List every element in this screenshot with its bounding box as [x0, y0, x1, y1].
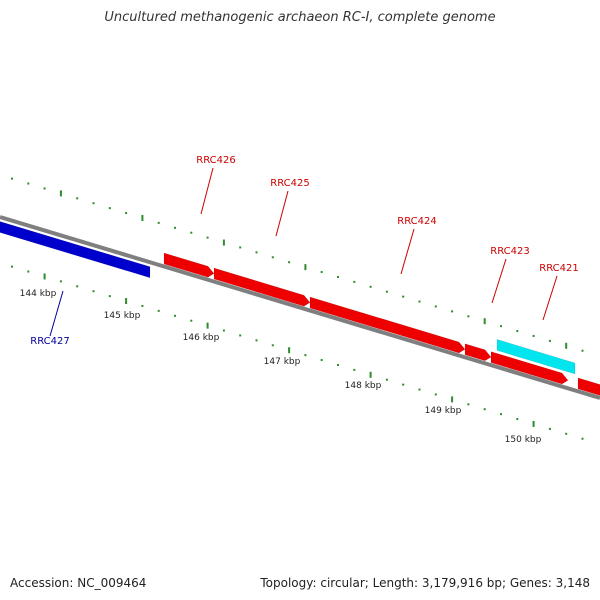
- leader-line: [49, 290, 64, 337]
- gene-features: [0, 221, 600, 396]
- gene-labels: RRC427 RRC426 RRC425 RRC424 RRC423 RRC421: [30, 155, 578, 347]
- accession-text: Accession: NC_009464: [10, 576, 147, 590]
- scale-label: 144 kbp: [20, 289, 57, 299]
- gene-label: RRC427: [30, 336, 69, 347]
- leader-line: [542, 275, 558, 321]
- leader-line: [275, 190, 289, 237]
- scale-label: 148 kbp: [345, 381, 382, 391]
- map-title: Uncultured methanogenic archaeon RC-I, c…: [104, 10, 496, 25]
- gene-feature: [0, 221, 151, 279]
- gene-feature: [490, 351, 569, 385]
- scale-label: 149 kbp: [425, 406, 462, 416]
- leader-line: [400, 228, 415, 275]
- gene-feature: [163, 252, 215, 278]
- scale-label: 146 kbp: [183, 333, 220, 343]
- scale-label: 150 kbp: [505, 435, 542, 445]
- label-leader-lines: [49, 167, 558, 337]
- gene-label: RRC426: [196, 155, 235, 166]
- gene-feature: [464, 343, 492, 362]
- scale-label: 145 kbp: [104, 311, 141, 321]
- gene-feature: [496, 339, 576, 375]
- leader-line: [491, 258, 507, 304]
- upper-tick-track: [11, 177, 584, 352]
- scale-label: 147 kbp: [264, 357, 301, 367]
- gene-label: RRC425: [270, 178, 309, 189]
- genome-stats-text: Topology: circular; Length: 3,179,916 bp…: [260, 576, 590, 590]
- gene-label: RRC421: [539, 263, 578, 274]
- genome-backbone: [0, 215, 600, 400]
- gene-label: RRC424: [397, 216, 436, 227]
- gene-feature: [309, 296, 466, 354]
- gene-feature: [577, 377, 600, 396]
- gene-label: RRC423: [490, 246, 529, 257]
- leader-line: [200, 167, 214, 215]
- lower-tick-track: [11, 265, 584, 440]
- gene-feature: [213, 267, 311, 307]
- scale-labels: 144 kbp 145 kbp 146 kbp 147 kbp 148 kbp 149 k…: [20, 289, 542, 445]
